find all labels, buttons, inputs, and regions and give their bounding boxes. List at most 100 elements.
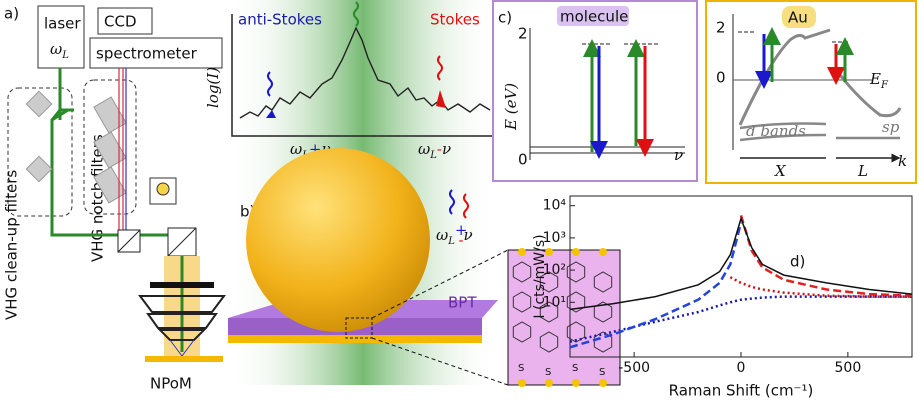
benzene-ring [566,261,586,283]
lens [150,282,214,288]
y-axis-title: E (eV) [502,83,520,131]
l-point: L [857,162,868,180]
notch-label: VHG notch filters [89,134,107,262]
cleanup-box [7,87,73,217]
y-axis-title: I (cts/mW/s) [532,234,548,318]
photon [463,193,469,219]
series-line [569,295,912,343]
photon [437,55,443,81]
panel-label: a) [4,5,19,23]
x-tick-label: 500 [835,360,862,376]
nu-label: ν [674,146,683,164]
gold-atom [572,379,580,387]
sulfur-label: S [572,363,578,374]
filter [25,155,53,183]
sample [145,356,223,362]
lamp-box [149,177,177,205]
benzene-ring [566,291,586,313]
gold-atom [518,379,526,387]
benzene-ring [593,271,613,293]
series-line [569,216,913,311]
sulfur-label: S [599,367,605,378]
y-tick-label: 10² [543,262,566,278]
benzene-ring [512,321,532,343]
sample-label: NPoM [150,375,192,393]
series-line [729,276,912,298]
benzene-ring [512,291,532,313]
panel-label: c) [498,9,512,27]
d-bands-label: d bands [746,122,806,140]
sulfur-label: S [518,363,524,374]
laser-box [37,5,85,69]
d-band [739,122,900,142]
stokes-peak [436,90,446,108]
gold-atom [545,379,553,387]
title-bg [557,6,629,26]
laser-frequency: ωL [50,40,69,61]
panel-b: log(I) anti-Stokes Stokes ωL+ν ωL-ν b) B… [204,0,621,387]
x-axis-title: Raman Shift (cm⁻¹) [669,382,814,400]
series-line [739,215,913,297]
gold-atom [599,248,607,256]
gold-atom [518,248,526,256]
laser-wave [353,1,359,27]
emission-frequency: ωL+ -ν [436,221,473,249]
filter [93,96,127,134]
panel-d: d) 10¹ 10² 10³ 10⁴ -500 0 500 Raman Shift (cm⁻¹… [532,195,913,400]
anti-stokes-peak [266,110,276,118]
inset-y-axis: log(I) [204,67,222,108]
tick-label: 0 [518,151,528,169]
zoom-line [371,249,509,386]
gold-atom [599,379,607,387]
stokes-label: Stokes [430,11,480,29]
y-tick-label: 10³ [543,230,566,246]
beamsplitter-line [117,227,197,257]
k-label: k [898,152,907,170]
inset-axes [231,14,496,137]
series-line [569,222,743,349]
spectrometer-label: spectrometer [96,45,198,63]
y-tick-label: 10¹ [543,294,566,310]
benzene-ring [593,301,613,323]
anti-stokes-label: anti-Stokes [238,11,322,29]
title-bg [782,6,816,28]
panel-au: Au 2 0 EF sp d bands X L k [705,0,917,184]
filter [25,90,53,118]
benzene-ring [512,261,532,283]
benzene-ring [539,331,559,353]
signal-beam [118,68,124,235]
cleanup-label: VHG clean-up filters [3,170,21,320]
laser-label: laser [44,15,81,33]
panel-title: Au [788,9,808,27]
sp-label: sp [882,118,900,136]
fermi-label: EF [869,70,889,91]
panel-label: d) [790,253,805,271]
beam [58,108,74,120]
panel-title: molecule [560,8,628,26]
notch-box [83,79,137,215]
stokes-frequency: ωL-ν [418,140,451,161]
benzene-ring [539,271,559,293]
photon [449,189,455,215]
benzene-ring [566,321,586,343]
lamp [156,182,170,196]
tick-label: 0 [716,69,726,87]
photon [267,71,273,97]
benzene-ring [593,331,613,353]
x-tick-label: 0 [737,360,746,376]
benzene-ring [539,301,559,323]
bpt-label: BPT [448,294,477,312]
zoom-box [345,317,373,339]
substrate [228,335,482,343]
tick-label: 2 [716,19,726,37]
panel-c: c) molecule E (eV) 2 0 ν [492,0,698,182]
gold-atom [572,248,580,256]
x-tick-label: -500 [618,360,650,376]
ccd-box [97,7,153,35]
gold-atom [545,248,553,256]
tick-label: 2 [518,25,528,43]
band [738,28,902,126]
panel-a: a) laser ωL CCD spectrometer VHG clean-u… [3,5,226,393]
